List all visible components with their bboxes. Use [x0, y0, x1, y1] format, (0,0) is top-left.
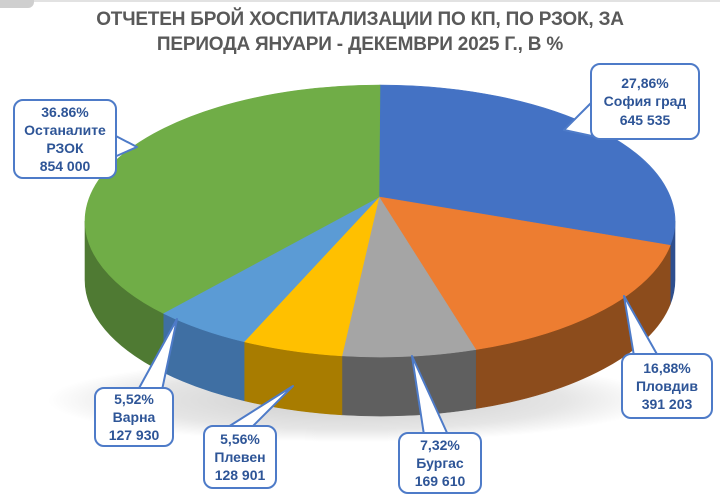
callout-region: Варна [112, 408, 156, 425]
callout-value: 169 610 [414, 473, 466, 490]
callout-region: Пловдив [635, 377, 699, 394]
callout-burgas: 7,32% Бургас 169 610 [398, 432, 482, 494]
callout-plovdiv: 16,88% Пловдив 391 203 [621, 353, 713, 419]
callout-value: 128 901 [214, 467, 266, 484]
callout-region: Бургас [416, 454, 464, 471]
callout-region: Плевен [214, 448, 266, 465]
callout-region: Останалите РЗОК [24, 121, 106, 156]
callout-sofia-grad: 27,86% София град 645 535 [590, 63, 700, 140]
callout-ostanalite-rzok: 36.86% Останалите РЗОК 854 000 [13, 99, 117, 179]
callout-value: 391 203 [641, 396, 693, 413]
chart-title-line2: ПЕРИОДА ЯНУАРИ - ДЕКЕМВРИ 2025 Г., В % [156, 33, 564, 55]
callout-percent: 5,52% [114, 390, 154, 407]
callout-percent: 27,86% [621, 75, 669, 92]
callout-percent: 7,32% [420, 436, 460, 453]
callout-varna: 5,52% Варна 127 930 [94, 387, 174, 447]
callout-percent: 36.86% [41, 103, 89, 120]
page-top-border [0, 0, 720, 2]
callout-percent: 5,56% [220, 430, 260, 447]
chart-title: ОТЧЕТЕН БРОЙ ХОСПИТАЛИЗАЦИИ ПО КП, ПО РЗ… [0, 8, 720, 57]
page-corner-fragment [0, 0, 34, 8]
callout-value: 645 535 [619, 111, 671, 128]
pie-slice-burgas [341, 196, 477, 358]
chart-title-line1: ОТЧЕТЕН БРОЙ ХОСПИТАЛИЗАЦИИ ПО КП, ПО РЗ… [96, 9, 624, 30]
pie-side-burgas [341, 349, 477, 417]
callout-region: София град [603, 93, 687, 110]
callout-percent: 16,88% [643, 359, 691, 376]
callout-value: 854 000 [39, 158, 91, 175]
callout-value: 127 930 [108, 427, 160, 444]
callout-pleven: 5,56% Плевен 128 901 [203, 425, 277, 489]
